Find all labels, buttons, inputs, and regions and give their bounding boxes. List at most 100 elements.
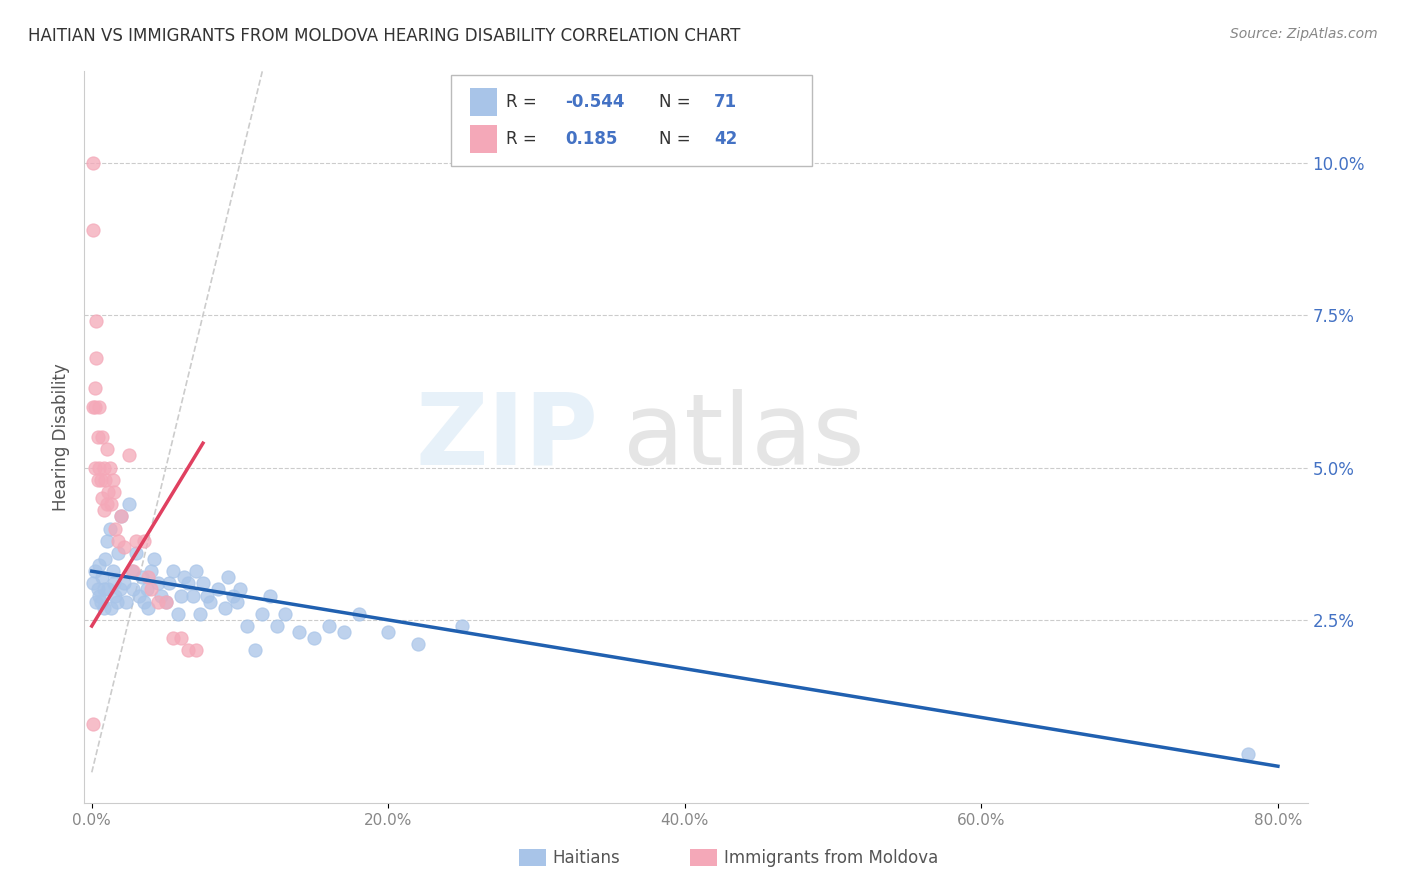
Point bbox=[86, 430, 108, 444]
Point bbox=[115, 594, 138, 608]
Point bbox=[184, 643, 207, 657]
Point bbox=[93, 503, 115, 517]
Point bbox=[318, 619, 340, 633]
Point bbox=[105, 594, 128, 608]
Point bbox=[101, 473, 124, 487]
Point bbox=[96, 497, 118, 511]
Point bbox=[112, 540, 135, 554]
Text: 42: 42 bbox=[714, 130, 738, 148]
Point bbox=[122, 582, 145, 597]
Point bbox=[347, 607, 370, 621]
Point bbox=[170, 632, 193, 646]
Point bbox=[135, 582, 157, 597]
Point bbox=[98, 521, 121, 535]
Text: Source: ZipAtlas.com: Source: ZipAtlas.com bbox=[1230, 27, 1378, 41]
Bar bbox=[690, 849, 717, 866]
Point bbox=[288, 625, 311, 640]
Point bbox=[252, 607, 274, 621]
Point bbox=[214, 600, 236, 615]
Point bbox=[451, 619, 474, 633]
Bar bbox=[470, 126, 496, 153]
Point bbox=[108, 582, 131, 597]
Bar bbox=[519, 849, 546, 866]
Point bbox=[243, 643, 266, 657]
Point bbox=[125, 533, 148, 548]
Point bbox=[162, 632, 184, 646]
Point bbox=[82, 400, 104, 414]
Text: N =: N = bbox=[659, 94, 696, 112]
Point bbox=[188, 607, 211, 621]
Point bbox=[83, 381, 105, 395]
Point bbox=[83, 460, 105, 475]
Point bbox=[84, 594, 107, 608]
Point bbox=[136, 600, 159, 615]
Text: Haitians: Haitians bbox=[553, 848, 620, 867]
Point bbox=[131, 570, 153, 584]
Point bbox=[98, 460, 121, 475]
Point bbox=[118, 449, 141, 463]
Point bbox=[162, 564, 184, 578]
Point bbox=[96, 533, 118, 548]
Point bbox=[226, 594, 249, 608]
Point bbox=[132, 594, 155, 608]
Text: N =: N = bbox=[659, 130, 696, 148]
Point bbox=[89, 558, 111, 573]
Point bbox=[90, 594, 112, 608]
Point bbox=[110, 509, 132, 524]
Text: R =: R = bbox=[506, 130, 543, 148]
Point bbox=[83, 400, 105, 414]
Text: 0.185: 0.185 bbox=[565, 130, 617, 148]
Point bbox=[197, 589, 219, 603]
Text: atlas: atlas bbox=[623, 389, 865, 485]
Point bbox=[173, 570, 195, 584]
Point bbox=[166, 607, 188, 621]
Point bbox=[177, 643, 200, 657]
Point bbox=[89, 589, 111, 603]
Text: R =: R = bbox=[506, 94, 543, 112]
Point bbox=[377, 625, 399, 640]
Point bbox=[217, 570, 239, 584]
Point bbox=[221, 589, 243, 603]
Point bbox=[94, 552, 117, 566]
Point bbox=[107, 546, 129, 560]
Point bbox=[259, 589, 281, 603]
Point bbox=[101, 564, 124, 578]
Point bbox=[93, 582, 115, 597]
Point bbox=[132, 533, 155, 548]
Point bbox=[100, 497, 122, 511]
Point bbox=[229, 582, 252, 597]
Point bbox=[118, 497, 141, 511]
Text: 71: 71 bbox=[714, 94, 737, 112]
Point bbox=[103, 485, 125, 500]
Point bbox=[82, 716, 104, 731]
Point bbox=[170, 589, 193, 603]
Point bbox=[181, 589, 204, 603]
Point bbox=[84, 351, 107, 365]
Point bbox=[207, 582, 229, 597]
Point bbox=[93, 600, 115, 615]
Point bbox=[86, 473, 108, 487]
Point bbox=[128, 589, 150, 603]
Point bbox=[104, 589, 127, 603]
Point bbox=[125, 546, 148, 560]
Point bbox=[90, 473, 112, 487]
Point bbox=[89, 460, 111, 475]
Point bbox=[94, 473, 117, 487]
Y-axis label: Hearing Disability: Hearing Disability bbox=[52, 363, 70, 511]
Point bbox=[200, 594, 222, 608]
Point bbox=[136, 570, 159, 584]
Point bbox=[93, 460, 115, 475]
Point bbox=[157, 576, 180, 591]
Point bbox=[191, 576, 214, 591]
Point bbox=[110, 509, 132, 524]
Point bbox=[143, 552, 166, 566]
Point bbox=[82, 576, 104, 591]
Point bbox=[266, 619, 288, 633]
Point bbox=[236, 619, 259, 633]
Point bbox=[97, 485, 120, 500]
Point bbox=[139, 582, 162, 597]
Point bbox=[302, 632, 325, 646]
Point bbox=[96, 442, 118, 457]
Point bbox=[103, 576, 125, 591]
Text: ZIP: ZIP bbox=[415, 389, 598, 485]
